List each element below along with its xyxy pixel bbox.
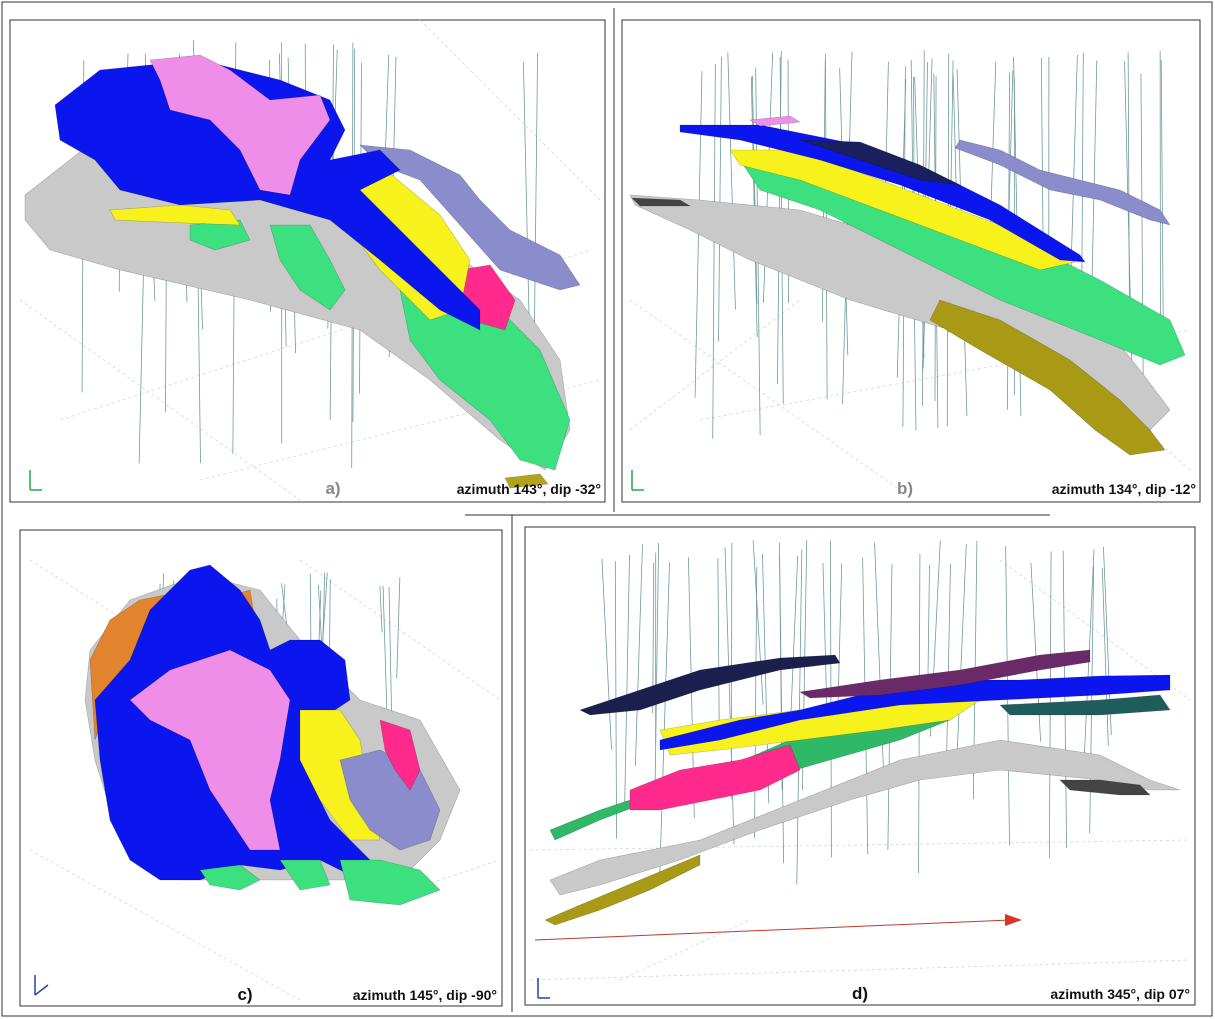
figure: a) azimuth 143°, dip -32° b) azimuth 134… xyxy=(0,0,1215,1019)
panel-caption: azimuth 143°, dip -32° xyxy=(457,481,601,497)
panel-label: a) xyxy=(325,479,340,498)
page: {"panels": [ {"label": "a)", "caption": … xyxy=(0,0,1215,1019)
panel-label: b) xyxy=(897,479,913,498)
panel-caption: azimuth 345°, dip 07° xyxy=(1050,986,1190,1002)
panel-caption: azimuth 134°, dip -12° xyxy=(1052,481,1196,497)
panel-caption: azimuth 145°, dip -90° xyxy=(353,987,497,1003)
panel-label: c) xyxy=(237,985,252,1004)
panel-label: d) xyxy=(852,984,868,1003)
